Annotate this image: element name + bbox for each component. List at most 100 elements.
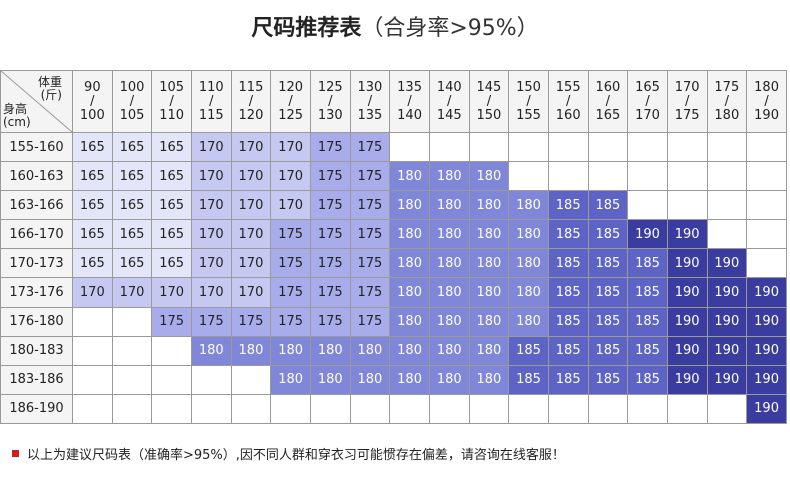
- size-cell: [587, 161, 629, 192]
- size-cell: [746, 248, 787, 279]
- size-cell: 185: [547, 190, 589, 221]
- size-cell: 165: [111, 131, 153, 163]
- weight-range-header: 120/125: [270, 70, 311, 133]
- size-cell: 180: [270, 364, 311, 395]
- weight-range-to: 155: [516, 107, 541, 123]
- size-cell: 170: [151, 277, 192, 308]
- size-cell: 180: [389, 335, 430, 366]
- size-cell: 180: [230, 335, 272, 366]
- size-cell: [72, 306, 113, 337]
- size-cell: 175: [309, 190, 351, 221]
- size-cell: [428, 393, 470, 425]
- weight-range-to: 105: [119, 107, 145, 123]
- weight-range-to: 140: [397, 107, 422, 123]
- size-cell: 170: [230, 219, 272, 250]
- size-cell: 180: [428, 306, 470, 337]
- size-cell: 175: [349, 219, 391, 250]
- weight-range-from: 140: [436, 79, 462, 95]
- size-cell: [508, 393, 549, 425]
- size-cell: 175: [309, 161, 351, 192]
- size-cell: 180: [309, 364, 351, 395]
- weight-range-to: 130: [317, 107, 343, 123]
- size-cell: 175: [309, 219, 351, 250]
- weight-range-separator: /: [90, 93, 95, 109]
- size-cell: 190: [706, 335, 748, 366]
- size-cell: 185: [508, 364, 549, 395]
- size-cell: 165: [111, 190, 153, 221]
- size-cell: [627, 393, 668, 425]
- height-range-label: 155-160: [0, 131, 73, 163]
- height-row: 186-190 190: [0, 393, 787, 425]
- weight-range-header: 115/120: [230, 70, 272, 133]
- weight-range-header: 160/165: [587, 70, 629, 133]
- weight-range-header: 100/105: [111, 70, 153, 133]
- size-cell: 175: [309, 277, 351, 308]
- size-cell: 170: [190, 219, 232, 250]
- size-cell: 190: [746, 306, 787, 337]
- weight-range-from: 145: [476, 79, 502, 95]
- size-cell: [151, 393, 192, 425]
- size-cell: [627, 190, 668, 221]
- height-row: 173-176 170 170 170 170 170 175 175 175 180 180 180…: [0, 277, 787, 308]
- weight-range-separator: /: [407, 93, 412, 109]
- size-cell: 165: [72, 219, 113, 250]
- size-cell: 175: [270, 248, 311, 279]
- weight-range-header: 155/160: [547, 70, 589, 133]
- weight-range-header: 135/140: [389, 70, 430, 133]
- weight-range-header: 125/130: [309, 70, 351, 133]
- size-cell: [746, 131, 787, 163]
- size-cell: 170: [230, 131, 272, 163]
- size-cell: 170: [190, 190, 232, 221]
- size-cell: 165: [151, 248, 192, 279]
- size-cell: [389, 131, 430, 163]
- weight-range-separator: /: [169, 93, 174, 109]
- size-cell: [72, 335, 113, 366]
- size-cell: [666, 190, 708, 221]
- weight-range-from: 115: [238, 79, 264, 95]
- weight-range-from: 150: [516, 79, 541, 95]
- size-cell: 180: [428, 219, 470, 250]
- weight-range-from: 120: [278, 79, 304, 95]
- size-cell: 175: [349, 161, 391, 192]
- size-cell: 165: [151, 131, 192, 163]
- title-sub: （合身率>95%）: [361, 16, 539, 41]
- size-cell: [746, 161, 787, 192]
- size-cell: 185: [627, 335, 668, 366]
- size-cell: 170: [230, 277, 272, 308]
- size-cell: 185: [587, 219, 629, 250]
- weight-range-to: 120: [238, 107, 264, 123]
- weight-header-row: 体重 (斤) 身高 (cm) 90/100 100/105 105/110 110/1…: [0, 70, 787, 133]
- height-range-label: 176-180: [0, 306, 73, 337]
- size-cell: 170: [230, 190, 272, 221]
- weight-range-from: 105: [159, 79, 185, 95]
- weight-range-separator: /: [129, 93, 135, 109]
- size-cell: 185: [508, 335, 549, 366]
- size-cell: 190: [746, 335, 787, 366]
- weight-range-header: 175/180: [706, 70, 748, 133]
- table-corner: 体重 (斤) 身高 (cm): [0, 70, 73, 133]
- weight-range-from: 130: [357, 79, 383, 95]
- size-cell: [746, 190, 787, 221]
- size-cell: 185: [587, 248, 629, 279]
- size-cell: 180: [389, 219, 430, 250]
- size-cell: 175: [349, 248, 391, 279]
- footnote-text: 以上为建议尺码表（准确率>95%）,因不同人群和穿衣习可能惯存在偏差，请咨询在线…: [27, 448, 565, 463]
- weight-range-from: 175: [714, 79, 740, 95]
- size-cell: 165: [111, 248, 153, 279]
- size-cell: 180: [468, 277, 510, 308]
- size-cell: 180: [389, 364, 430, 395]
- footnote: 以上为建议尺码表（准确率>95%）,因不同人群和穿衣习可能惯存在偏差，请咨询在线…: [12, 444, 565, 463]
- size-cell: 175: [270, 306, 311, 337]
- size-cell: [151, 364, 192, 395]
- size-cell: 175: [309, 248, 351, 279]
- size-cell: 170: [270, 161, 311, 192]
- weight-axis-label: 体重 (斤): [38, 76, 62, 102]
- size-cell: 190: [666, 248, 708, 279]
- size-cell: [389, 393, 430, 425]
- size-cell: 180: [349, 364, 391, 395]
- weight-range-to: 180: [714, 107, 740, 123]
- weight-range-to: 115: [198, 107, 224, 123]
- weight-range-separator: /: [288, 93, 293, 109]
- weight-range-from: 170: [674, 79, 700, 95]
- size-cell: 175: [309, 131, 351, 163]
